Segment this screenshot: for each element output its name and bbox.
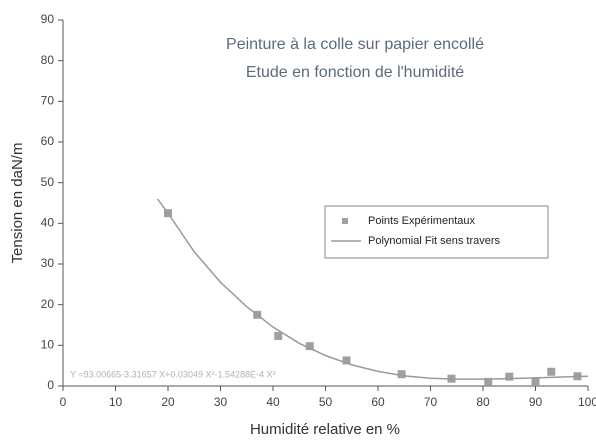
data-point bbox=[484, 377, 493, 386]
x-tick-label: 0 bbox=[60, 395, 67, 409]
data-point bbox=[397, 370, 406, 379]
data-point bbox=[547, 367, 556, 376]
y-tick-label: 60 bbox=[41, 134, 55, 148]
data-point bbox=[274, 331, 283, 340]
x-tick-label: 10 bbox=[109, 395, 123, 409]
y-tick-label: 80 bbox=[41, 53, 55, 67]
x-tick-label: 20 bbox=[161, 395, 175, 409]
legend-label: Polynomial Fit sens travers bbox=[368, 235, 501, 247]
y-tick-label: 90 bbox=[41, 12, 55, 26]
y-axis-label: Tension en daN/m bbox=[9, 143, 26, 264]
chart-title: Peinture à la colle sur papier encollé bbox=[226, 36, 484, 53]
fit-line bbox=[156, 198, 589, 380]
x-tick-label: 80 bbox=[476, 395, 490, 409]
chart-subtitle: Etude en fonction de l'humidité bbox=[246, 64, 464, 81]
data-point bbox=[342, 356, 351, 365]
x-tick-label: 70 bbox=[424, 395, 438, 409]
x-tick-label: 90 bbox=[529, 395, 543, 409]
legend-label: Points Expérimentaux bbox=[368, 215, 475, 227]
y-tick-label: 30 bbox=[41, 256, 55, 270]
x-tick-label: 60 bbox=[371, 395, 385, 409]
y-tick-label: 50 bbox=[41, 175, 55, 189]
y-tick-label: 40 bbox=[41, 216, 55, 230]
x-tick-label: 50 bbox=[319, 395, 333, 409]
x-tick-label: 40 bbox=[266, 395, 280, 409]
x-axis-label: Humidité relative en % bbox=[250, 421, 400, 438]
y-tick-label: 70 bbox=[41, 94, 55, 108]
data-point bbox=[531, 377, 540, 386]
legend-box bbox=[324, 205, 549, 259]
legend-marker bbox=[342, 218, 348, 224]
x-tick-label: 30 bbox=[214, 395, 228, 409]
data-point bbox=[305, 342, 314, 351]
x-tick-label: 100 bbox=[578, 395, 596, 409]
fit-equation: Y =93.00665-3.31657 X+0.03049 X²-1.54288… bbox=[70, 369, 276, 379]
y-tick-label: 0 bbox=[47, 378, 54, 392]
y-tick-label: 20 bbox=[41, 297, 55, 311]
y-tick-label: 10 bbox=[41, 338, 55, 352]
data-point bbox=[505, 372, 514, 381]
